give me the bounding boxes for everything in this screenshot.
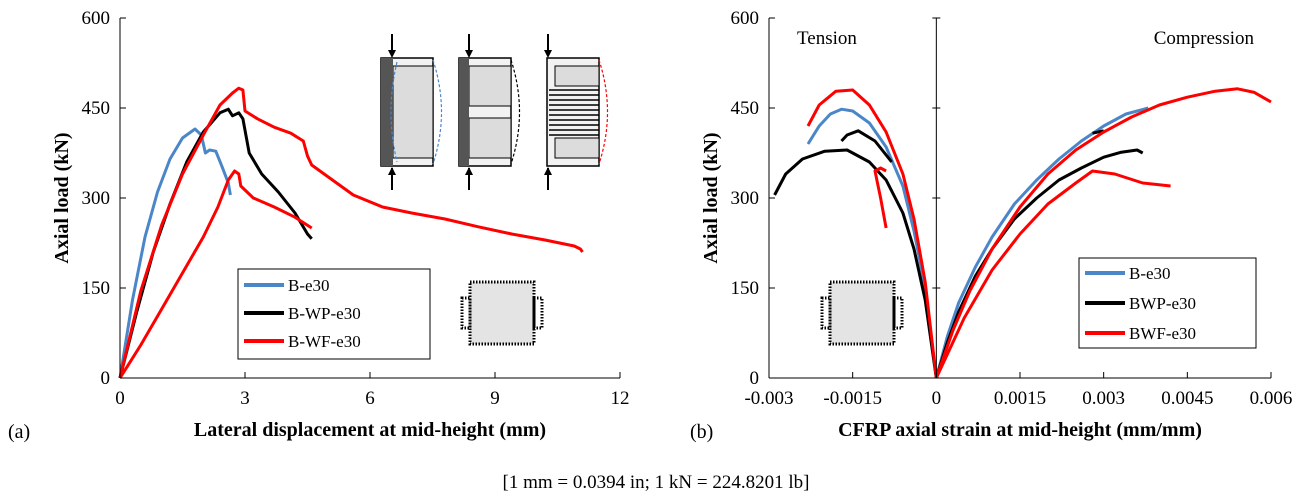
series-line-unnamed-3 <box>118 169 313 379</box>
axes-a: 0 150 300 450 600 0 3 6 9 12 Lateral displacement … <box>8 8 630 443</box>
specimen-inset-a <box>380 34 609 190</box>
axes-b: 0 150 300 450 600 -0.003 -0.0015 0 0.0015 0.003 0.… <box>690 8 1292 443</box>
y-tick-label: 600 <box>82 8 111 29</box>
panel-label: (b) <box>690 421 713 443</box>
annotation-tension: Tension <box>797 28 857 49</box>
panel-label: (a) <box>8 421 30 443</box>
legend-label: B-WP-e30 <box>288 304 361 323</box>
y-axis-title: Axial load (kN) <box>700 132 722 263</box>
column-schematic-bwp <box>458 34 521 190</box>
y-tick-label: 150 <box>82 278 111 299</box>
column-schematic-bwf <box>544 34 609 190</box>
series-line-unnamed-9 <box>873 166 888 229</box>
series-line-B-e30 <box>934 106 1149 379</box>
series-line-unnamed-3 <box>773 148 938 379</box>
series-line-BWP-e30 <box>934 148 1144 379</box>
y-tick-label: 300 <box>731 188 760 209</box>
chart-a: 0 150 300 450 600 0 3 6 9 12 Lateral displacement … <box>8 8 630 443</box>
plot-area-b <box>773 87 1272 379</box>
series-line-unnamed-5 <box>840 129 893 163</box>
x-tick-label: 3 <box>240 388 250 409</box>
series-line-BWF-e30 <box>934 87 1272 379</box>
x-tick-label: 9 <box>490 388 500 409</box>
x-tick-label: 0 <box>932 388 942 409</box>
plot-area-a <box>118 86 584 379</box>
x-tick-label: 12 <box>611 388 630 409</box>
legend-a: B-e30 B-WP-e30 B-WF-e30 <box>237 268 431 360</box>
x-tick-label: 0.0015 <box>994 388 1046 409</box>
y-axis-title: Axial load (kN) <box>51 132 73 263</box>
series-line-B-WF-e30 <box>118 86 584 379</box>
x-tick-label: 0.0045 <box>1161 388 1213 409</box>
cross-section-icon-b <box>820 280 904 346</box>
annotation-compression: Compression <box>1154 28 1255 49</box>
x-tick-label: -0.0015 <box>823 388 882 409</box>
series-line-unnamed-1 <box>806 107 938 379</box>
legend-label: BWP-e30 <box>1129 294 1196 313</box>
x-tick-label: 0 <box>115 388 125 409</box>
cross-section-icon-a <box>460 280 544 346</box>
chart-b: 0 150 300 450 600 -0.003 -0.0015 0 0.0015 0.003 0.… <box>690 8 1292 443</box>
y-tick-label: 450 <box>731 98 760 119</box>
x-tick-label: 0.006 <box>1250 388 1293 409</box>
y-tick-label: 600 <box>731 8 760 29</box>
series-line-B-e30 <box>118 127 232 379</box>
y-tick-label: 0 <box>750 368 760 389</box>
legend-label: B-e30 <box>288 276 330 295</box>
x-tick-label: 6 <box>365 388 375 409</box>
x-axis-title: CFRP axial strain at mid-height (mm/mm) <box>838 419 1202 441</box>
x-tick-label: -0.003 <box>744 388 793 409</box>
x-axis-title: Lateral displacement at mid-height (mm) <box>194 419 546 441</box>
series-line-unnamed-4 <box>1092 129 1105 135</box>
y-tick-label: 300 <box>82 188 111 209</box>
legend-label: B-WF-e30 <box>288 332 361 351</box>
y-tick-label: 150 <box>731 278 760 299</box>
y-tick-label: 450 <box>82 98 111 119</box>
unit-conversion-note: [1 mm = 0.0394 in; 1 kN = 224.8201 lb] <box>503 472 810 493</box>
y-tick-label: 0 <box>101 368 111 389</box>
series-line-unnamed-7 <box>806 88 938 379</box>
legend-label: BWF-e30 <box>1129 324 1196 343</box>
legend-label: B-e30 <box>1129 264 1171 283</box>
series-line-unnamed-8 <box>934 169 1171 379</box>
x-tick-label: 0.003 <box>1082 388 1125 409</box>
legend-b: B-e30 BWP-e30 BWF-e30 <box>1078 257 1257 349</box>
column-schematic-b <box>380 34 443 190</box>
